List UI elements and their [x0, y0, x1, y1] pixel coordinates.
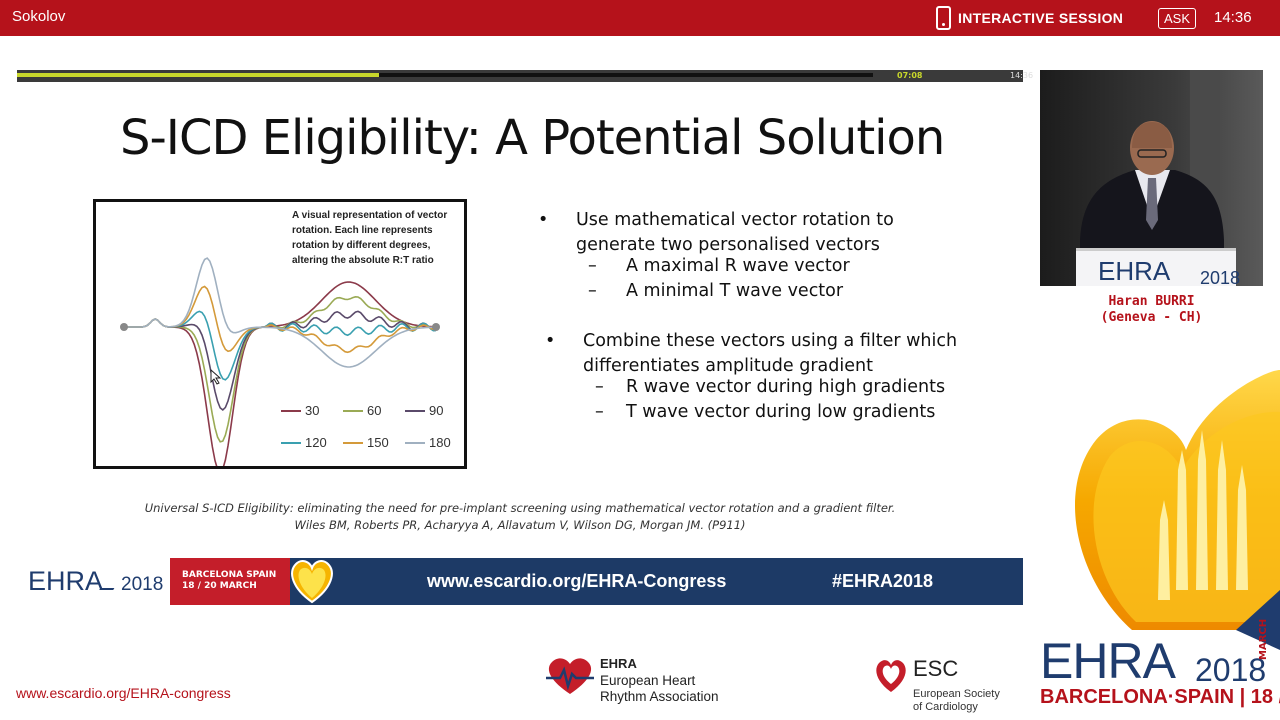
dash-marker: –: [595, 377, 604, 397]
ask-button[interactable]: ASK: [1158, 8, 1197, 29]
ehra-full-name: European Heart Rhythm Association: [600, 673, 719, 704]
footer-link[interactable]: www.escardio.org/EHRA-congress: [16, 685, 231, 701]
esc-full-name: European Society of Cardiology: [913, 688, 1000, 713]
ehra-heart-sagrada-logo-icon: [1075, 370, 1280, 650]
speaker-location: (Geneva - CH): [1100, 310, 1203, 325]
bullet-line: R wave vector during high gradients: [626, 377, 946, 397]
sub-bullet-item: T wave vector during low gradients: [626, 400, 935, 425]
bullet-line: T wave vector during low gradients: [626, 402, 936, 422]
legend-label: 90: [429, 403, 443, 418]
waveform-endpoint: [432, 323, 440, 331]
bullet-line: generate two personalised vectors: [576, 235, 880, 255]
total-time: 14:36: [1010, 71, 1034, 80]
user-name: Sokolov: [12, 8, 66, 25]
banner-hashtag: #EHRA2018: [832, 571, 934, 591]
progress-remaining: [379, 73, 873, 77]
bullet-line: A maximal R wave vector: [626, 256, 850, 276]
sub-bullet-item: A maximal R wave vector: [626, 254, 850, 279]
podium-logo-text: EHRA: [1098, 256, 1171, 286]
waveform-series-60: [124, 295, 437, 443]
bullet-item: Use mathematical vector rotation to gener…: [576, 208, 894, 258]
legend-label: 30: [305, 403, 319, 418]
esc-name: ESC: [913, 656, 959, 681]
caption-line: A visual representation of vector: [292, 210, 447, 221]
waveform-series-30: [124, 281, 437, 466]
waveform-series-120: [124, 310, 437, 381]
podium-logo-year: 2018: [1200, 268, 1240, 286]
elapsed-time: 07:08: [897, 71, 923, 80]
ehra-heart-icon: [546, 658, 594, 694]
caption-line: rotation by different degrees,: [292, 240, 431, 251]
ecg-waveform-plot: A visual representation of vector rotatio…: [120, 210, 451, 466]
speaker-name: Haran BURRI: [1108, 294, 1195, 309]
ehra-banner-logo: EHRA 2018: [28, 566, 163, 597]
sub-bullet-item: A minimal T wave vector: [626, 279, 843, 304]
speaker-video: EHRA 2018: [1040, 70, 1263, 286]
bullet-marker: •: [538, 210, 549, 230]
interactive-session-label: INTERACTIVE SESSION: [958, 10, 1124, 26]
legend-label: 60: [367, 403, 381, 418]
figure-caption: A visual representation of vector rotatio…: [292, 210, 447, 266]
dash-marker: –: [595, 402, 604, 422]
dash-marker: –: [588, 256, 597, 276]
bullet-line: A minimal T wave vector: [626, 281, 844, 301]
slide-title: S-ICD Eligibility: A Potential Solution: [120, 110, 945, 166]
clock: 14:36: [1214, 9, 1252, 26]
waveform-series-180: [124, 257, 436, 368]
corner-ehra: EHRA: [1040, 633, 1176, 689]
top-bar: Sokolov INTERACTIVE SESSION ASK 14:36: [0, 0, 1280, 36]
corner-year: 2018: [1195, 652, 1267, 688]
citation: Universal S-ICD Eligibility: eliminating…: [100, 500, 940, 534]
bullet-marker: •: [545, 331, 556, 351]
citation-authors: Wiles BM, Roberts PR, Acharyya A, Allava…: [294, 518, 746, 532]
banner-logo-text: EHRA: [28, 566, 104, 596]
esc-heart-icon: [876, 660, 906, 692]
banner-city: BARCELONA SPAIN 18 / 20 MARCH: [182, 570, 277, 591]
waveform-endpoint: [120, 323, 128, 331]
vector-rotation-figure: A visual representation of vector rotatio…: [93, 199, 467, 469]
bullet-line: Combine these vectors using a filter whi…: [583, 331, 958, 351]
banner-city-block: BARCELONA SPAIN 18 / 20 MARCH: [170, 558, 290, 605]
legend-label: 180: [429, 435, 451, 450]
ehra-org-logo: EHRA European Heart Rhythm Association: [544, 656, 744, 706]
corner-city: BARCELONA·SPAIN | 18 / 20: [1040, 686, 1280, 708]
bullet-line: Use mathematical vector rotation to: [576, 210, 894, 230]
bullet-line: differentiates amplitude gradient: [583, 356, 873, 376]
esc-org-logo: ESC European Society of Cardiology: [873, 656, 1033, 716]
caption-line: altering the absolute R:T ratio: [292, 255, 434, 266]
banner-url: www.escardio.org/EHRA-Congress: [427, 571, 727, 591]
congress-banner: BARCELONA SPAIN 18 / 20 MARCH www.escard…: [170, 558, 1023, 605]
banner-logo-year: 2018: [121, 574, 164, 595]
citation-title: Universal S-ICD Eligibility: eliminating…: [144, 501, 896, 515]
legend-label: 120: [305, 435, 327, 450]
ehra-name: EHRA: [600, 656, 637, 671]
legend-label: 150: [367, 435, 389, 450]
figure-legend: 30 60 90 120 150 180: [281, 403, 451, 450]
speaker-label: Haran BURRI (Geneva - CH): [1040, 294, 1263, 326]
dash-marker: –: [588, 281, 597, 301]
waveform-lines: [120, 257, 440, 466]
caption-line: rotation. Each line represents: [292, 225, 433, 236]
playback-progress-bar[interactable]: 07:08 14:36: [17, 70, 1033, 82]
bullet-item: Combine these vectors using a filter whi…: [583, 329, 957, 379]
mouse-cursor-icon: [210, 368, 222, 385]
progress-fill: [17, 73, 380, 77]
speaker-video-frame: EHRA 2018: [1040, 70, 1263, 286]
phone-icon: [936, 6, 951, 30]
heart-logo-icon: [290, 558, 342, 605]
corner-month: MARCH: [1258, 618, 1269, 660]
sub-bullet-item: R wave vector during high gradients: [626, 375, 945, 400]
